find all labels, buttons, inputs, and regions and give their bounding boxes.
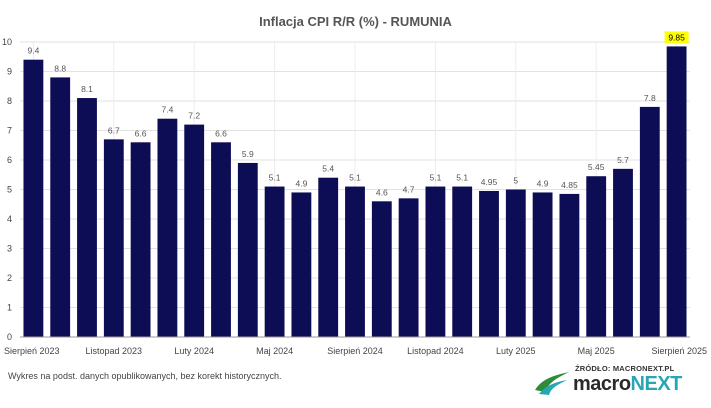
x-tick-label: Sierpień 2024	[327, 346, 383, 356]
x-tick-label: Luty 2024	[174, 346, 214, 356]
bar	[291, 192, 312, 337]
data-label: 4.6	[376, 187, 388, 197]
brand-part-next: NEXT	[630, 373, 683, 395]
bar-chart: 0 1 2 3 4 5 6 7 8 9 10 9.4 8.8 8.1 6.7 6.6 7.4 7.2 6.6 5.9 5…	[2, 31, 707, 356]
bar	[318, 177, 339, 337]
x-tick-label: Sierpień 2023	[4, 346, 60, 356]
bar	[398, 198, 419, 337]
y-tick-label: 2	[7, 273, 12, 283]
data-label: 5.1	[269, 173, 281, 183]
bar	[184, 124, 205, 337]
y-tick-label: 1	[7, 303, 12, 313]
data-label: 8.1	[81, 84, 93, 94]
data-label: 5.1	[456, 173, 468, 183]
y-tick-label: 3	[7, 244, 12, 254]
y-tick-label: 6	[7, 155, 12, 165]
chart-title: Inflacja CPI R/R (%) - RUMUNIA	[259, 14, 452, 29]
x-tick-label: Sierpień 2025	[651, 346, 707, 356]
x-tick-label: Maj 2024	[256, 346, 293, 356]
bar	[371, 201, 392, 337]
y-tick-label: 4	[7, 214, 12, 224]
macronext-logo: ŹRÓDŁO: MACRONEXT.PL macroNEXT	[533, 364, 703, 400]
brand-name: macroNEXT	[573, 373, 682, 396]
data-label: 6.6	[215, 128, 227, 138]
data-label: 9.4	[27, 46, 39, 56]
data-label: 5.1	[349, 173, 361, 183]
data-label: 5.7	[617, 155, 629, 165]
bar	[50, 77, 71, 338]
data-label: 5.4	[322, 164, 334, 174]
data-label: 5.45	[588, 162, 605, 172]
x-tick-label: Maj 2025	[578, 346, 615, 356]
footnote: Wykres na podst. danych opublikowanych, …	[8, 371, 282, 381]
bar	[532, 192, 553, 337]
data-label: 5	[513, 176, 518, 186]
data-label: 4.9	[537, 178, 549, 188]
highlight-label-bg	[664, 31, 689, 44]
brand-part-macro: macro	[573, 373, 631, 395]
bar	[479, 190, 499, 337]
bar	[157, 118, 178, 337]
bar	[103, 139, 124, 337]
bar	[425, 186, 446, 337]
y-tick-label: 5	[7, 185, 12, 195]
bar	[237, 162, 258, 337]
data-label: 7.8	[644, 93, 656, 103]
bar	[505, 189, 526, 337]
bar	[666, 46, 687, 338]
data-label: 5.1	[429, 173, 441, 183]
y-tick-label: 0	[7, 332, 12, 342]
data-label: 6.7	[108, 125, 120, 135]
data-label: 4.95	[481, 177, 498, 187]
bar	[211, 142, 231, 337]
bar	[613, 168, 633, 337]
data-label: 7.2	[188, 111, 200, 121]
y-tick-label: 9	[7, 67, 12, 77]
y-tick-label: 7	[7, 126, 12, 136]
bar	[77, 98, 97, 337]
bar	[639, 106, 660, 338]
bar	[559, 193, 580, 337]
data-label: 7.4	[161, 105, 173, 115]
bar	[130, 142, 151, 337]
bar	[452, 186, 473, 337]
bar	[264, 186, 285, 337]
y-tick-label: 8	[7, 96, 12, 106]
x-tick-label: Luty 2025	[496, 346, 536, 356]
x-tick-label: Listopad 2023	[86, 346, 143, 356]
data-label: 9.85	[668, 32, 685, 42]
bar	[586, 176, 607, 337]
data-label: 8.8	[54, 63, 66, 73]
bar	[345, 186, 365, 337]
data-label: 4.9	[295, 178, 307, 188]
data-label: 4.7	[403, 184, 415, 194]
y-tick-label: 10	[2, 37, 12, 47]
data-label: 6.6	[135, 128, 147, 138]
source-label: ŹRÓDŁO: MACRONEXT.PL	[575, 364, 675, 373]
bar	[23, 59, 44, 337]
x-tick-label: Listopad 2024	[407, 346, 464, 356]
data-label: 4.85	[561, 180, 578, 190]
macronext-swoosh-icon	[535, 372, 569, 395]
data-label: 5.9	[242, 149, 254, 159]
